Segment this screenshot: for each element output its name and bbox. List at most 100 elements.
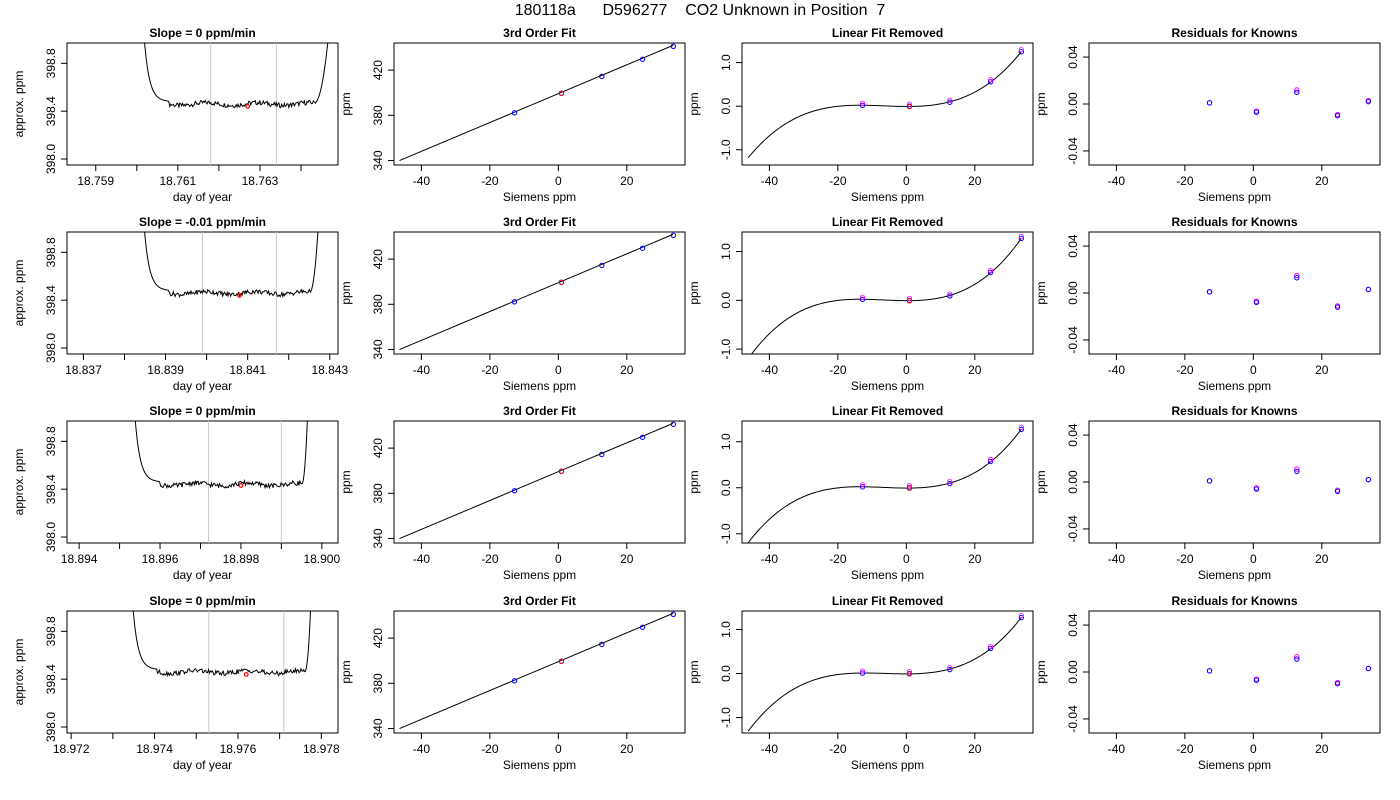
y-axis-label: approx. ppm <box>12 260 26 327</box>
known-point-alt <box>947 291 953 297</box>
y-tick-label: 380 <box>371 105 385 125</box>
x-tick-label: -20 <box>481 174 499 188</box>
x-axis-label: Siemens ppm <box>503 568 576 582</box>
plot-area <box>750 233 1025 354</box>
panel-row4-residuals: Residuals for Knowns -40 -20 0 20 -0.04 0.00 0.… <box>1034 594 1381 772</box>
y-tick-label: -1.0 <box>719 523 733 544</box>
panel-title: Linear Fit Removed <box>832 26 943 40</box>
cubic-curve <box>747 428 1022 543</box>
x-tick-label: -20 <box>481 363 499 377</box>
plot-area <box>747 424 1025 543</box>
y-axis-label: approx. ppm <box>12 71 26 138</box>
residual-point-b <box>1253 677 1260 683</box>
known-point <box>599 73 605 80</box>
x-tick-label: 0 <box>555 174 562 188</box>
y-tick-label: 398.8 <box>44 616 58 646</box>
y-tick-label: 380 <box>371 294 385 314</box>
panel-row3-timeseries: Slope = 0 ppm/min 18.894 18.896 18.898 18.90… <box>12 404 340 582</box>
plot-area <box>399 421 677 540</box>
panel-title: Slope = 0 ppm/min <box>149 26 255 40</box>
known-point-alt <box>906 295 913 301</box>
y-tick-label: 0.04 <box>1066 423 1080 447</box>
x-tick-label: -40 <box>413 174 431 188</box>
x-tick-label: 0 <box>1250 552 1257 566</box>
known-point <box>511 110 518 116</box>
x-tick-label: -40 <box>761 552 779 566</box>
residual-point-a <box>1294 654 1300 660</box>
known-point-alt <box>1018 233 1024 239</box>
known-point <box>670 611 677 617</box>
x-axis-label: Siemens ppm <box>851 379 924 393</box>
residual-point-b <box>1253 486 1260 492</box>
x-axis-label: Siemens ppm <box>851 758 924 772</box>
plot-frame <box>393 420 686 544</box>
panel-title: Residuals for Knowns <box>1171 594 1297 608</box>
x-axis-label: Siemens ppm <box>851 568 924 582</box>
plot-area <box>1206 654 1372 687</box>
known-point <box>599 262 605 269</box>
panel-title: Linear Fit Removed <box>832 594 943 608</box>
y-axis-label: ppm <box>1034 660 1048 683</box>
sample-average-point <box>243 671 249 677</box>
x-tick-label: -40 <box>1108 552 1126 566</box>
known-point <box>1018 49 1025 55</box>
x-tick-label: 0 <box>1250 174 1257 188</box>
x-axis-label: Siemens ppm <box>503 190 576 204</box>
residual-point-b <box>1253 109 1260 115</box>
residual-point-b <box>1206 668 1213 674</box>
known-point <box>947 480 953 487</box>
x-tick-label: 18.839 <box>147 363 184 377</box>
known-point-alt <box>1018 424 1024 430</box>
known-point-alt <box>987 77 994 83</box>
y-tick-label: 420 <box>371 249 385 269</box>
x-tick-label: 20 <box>1315 742 1329 756</box>
unknown-point <box>558 468 565 475</box>
x-tick-label: 18.761 <box>160 174 197 188</box>
known-point <box>859 102 866 109</box>
plot-area <box>747 47 1025 159</box>
known-point <box>987 269 994 276</box>
unknown-point <box>906 103 913 110</box>
known-point-alt <box>859 100 866 106</box>
known-point <box>947 666 953 673</box>
known-point <box>1018 235 1025 242</box>
y-tick-label: 0.0 <box>719 98 733 115</box>
x-tick-label: 20 <box>968 742 982 756</box>
x-tick-label: 18.896 <box>142 552 179 566</box>
figure-header: 180118a D596277 CO2 Unknown in Position … <box>0 0 1400 24</box>
known-point <box>511 299 518 305</box>
known-point-alt <box>859 482 866 488</box>
panel-row1-residuals: Residuals for Knowns -40 -20 0 20 -0.04 0.00 0.… <box>1034 26 1381 204</box>
known-point <box>639 245 646 251</box>
x-tick-label: 18.898 <box>223 552 260 566</box>
y-tick-label: 398.0 <box>44 333 58 363</box>
x-tick-label: 20 <box>968 552 982 566</box>
x-tick-label: -20 <box>829 742 847 756</box>
x-axis-label: Siemens ppm <box>503 758 576 772</box>
plot-area <box>747 613 1025 732</box>
x-tick-label: -40 <box>1108 742 1126 756</box>
x-axis-label: day of year <box>173 190 232 204</box>
x-tick-label: -40 <box>1108 174 1126 188</box>
panel-row3-linear-removed: Linear Fit Removed -40 -20 0 20 -1.0 0.0 1.0 Sie… <box>687 404 1034 582</box>
sample-average-point <box>238 483 244 488</box>
known-point <box>947 293 953 299</box>
y-tick-label: 0.00 <box>1066 470 1080 494</box>
panel-row4-linear-removed: Linear Fit Removed -40 -20 0 20 -1.0 0.0 1.0 Sie… <box>687 594 1034 772</box>
x-tick-label: 18.843 <box>311 363 348 377</box>
plot-area <box>1206 466 1372 495</box>
x-tick-label: 18.894 <box>61 552 98 566</box>
y-tick-label: -0.04 <box>1066 137 1080 165</box>
plot-area <box>399 43 677 162</box>
x-tick-label: 18.976 <box>220 742 257 756</box>
panel-row2-residuals: Residuals for Knowns -40 -20 0 20 -0.04 0.00 0.… <box>1034 215 1381 393</box>
residual-point-b <box>1365 665 1372 672</box>
panel-title: Residuals for Knowns <box>1171 404 1297 418</box>
unknown-point <box>558 90 565 97</box>
y-tick-label: 1.0 <box>719 243 733 260</box>
plot-frame <box>1088 420 1381 544</box>
known-point <box>670 421 677 427</box>
panel-row4-timeseries: Slope = 0 ppm/min 18.972 18.974 18.976 18.97… <box>12 594 340 772</box>
x-tick-label: 18.978 <box>303 742 340 756</box>
known-point <box>987 645 994 652</box>
